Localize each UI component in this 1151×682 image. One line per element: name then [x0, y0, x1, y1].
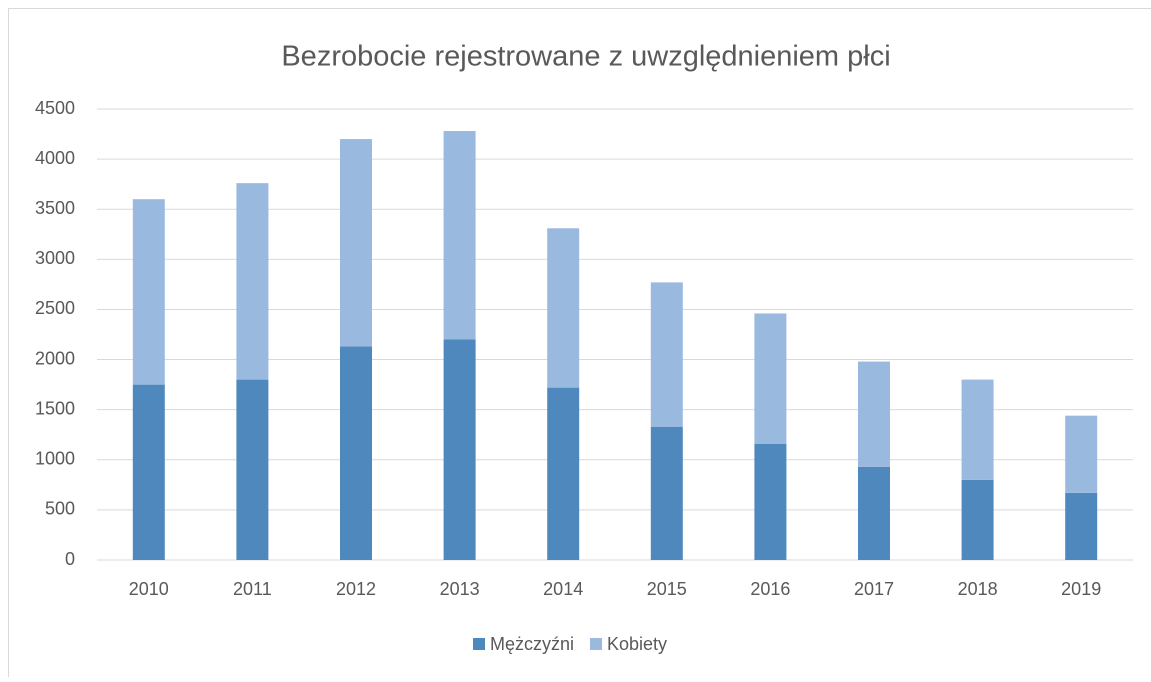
bar — [133, 199, 165, 384]
bar — [962, 380, 994, 480]
y-tick-label: 4500 — [35, 98, 75, 118]
y-tick-label: 1000 — [35, 449, 75, 469]
bar — [858, 467, 890, 560]
legend-swatch — [473, 638, 485, 650]
legend-label: Mężczyźni — [490, 634, 574, 654]
y-tick-label: 0 — [65, 549, 75, 569]
bar — [547, 228, 579, 387]
x-tick-label: 2019 — [1061, 579, 1101, 599]
bar — [858, 362, 890, 467]
bar — [1065, 493, 1097, 560]
x-tick-label: 2017 — [854, 579, 894, 599]
bar — [754, 444, 786, 560]
bar — [444, 340, 476, 560]
x-tick-label: 2018 — [958, 579, 998, 599]
y-tick-label: 3500 — [35, 198, 75, 218]
y-tick-label: 500 — [45, 499, 75, 519]
bar — [340, 347, 372, 560]
bar — [754, 313, 786, 443]
legend-label: Kobiety — [607, 634, 667, 654]
y-tick-label: 4000 — [35, 148, 75, 168]
bar — [236, 183, 268, 379]
chart-title: Bezrobocie rejestrowane z uwzględnieniem… — [281, 41, 890, 73]
y-tick-label: 2500 — [35, 298, 75, 318]
bar — [1065, 416, 1097, 493]
x-tick-label: 2010 — [129, 579, 169, 599]
x-tick-label: 2013 — [440, 579, 480, 599]
bar — [236, 380, 268, 560]
x-tick-label: 2012 — [336, 579, 376, 599]
legend-swatch — [590, 638, 602, 650]
bar — [547, 388, 579, 560]
x-tick-label: 2016 — [750, 579, 790, 599]
x-tick-label: 2011 — [233, 579, 272, 599]
y-tick-label: 3000 — [35, 248, 75, 268]
x-tick-label: 2014 — [543, 579, 583, 599]
y-tick-label: 2000 — [35, 348, 75, 368]
bar — [444, 131, 476, 339]
y-tick-label: 1500 — [35, 398, 75, 418]
bar — [962, 480, 994, 560]
bar — [133, 385, 165, 560]
bar — [340, 139, 372, 346]
x-tick-label: 2015 — [647, 579, 687, 599]
bar — [651, 427, 683, 560]
bar — [651, 282, 683, 426]
